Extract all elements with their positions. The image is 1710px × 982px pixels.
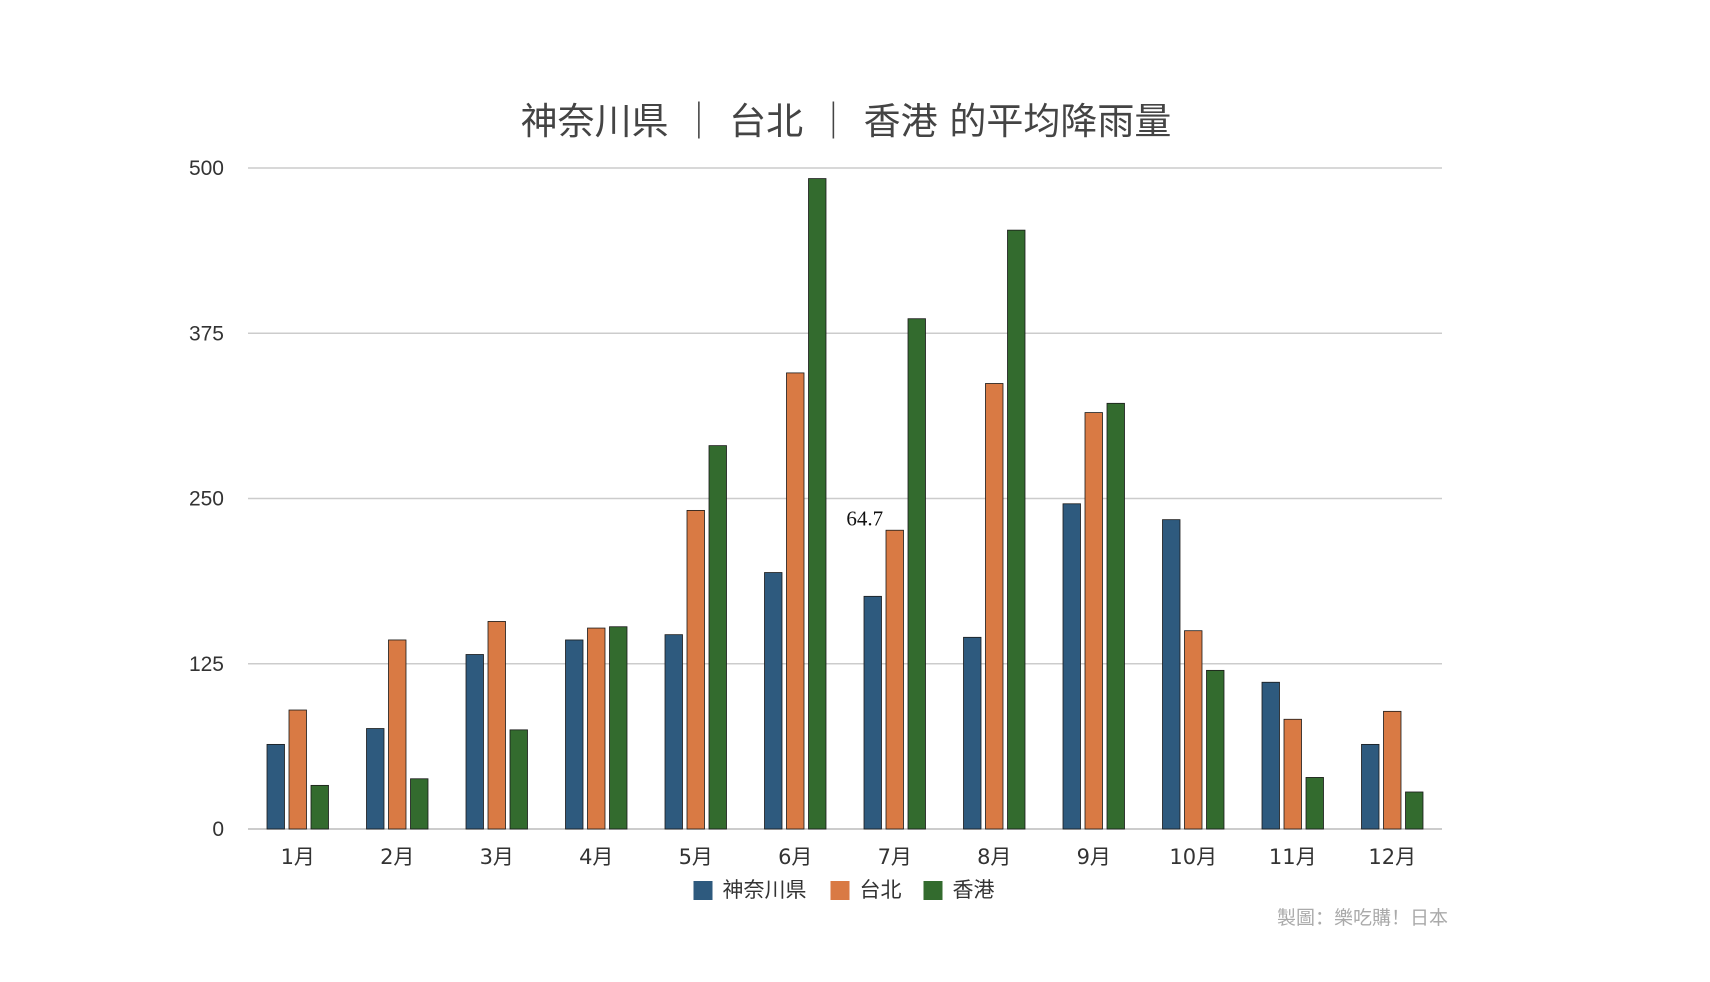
- bar: [1007, 229, 1026, 830]
- bar: [786, 372, 805, 830]
- x-axis-ticks: 1月 2月 3月 4月 5月 6月 7月 8月 9月 10月 11月 12月: [281, 845, 1417, 869]
- legend: 神奈川県 台北 香港: [693, 878, 995, 902]
- bar: [288, 709, 307, 830]
- bar: [388, 639, 407, 830]
- legend-label: 神奈川県: [723, 878, 807, 902]
- bar: [1261, 681, 1280, 830]
- y-tick-label: 125: [189, 653, 224, 676]
- bar: [1383, 710, 1402, 830]
- x-tick-label: 7月: [878, 845, 912, 869]
- bar: [764, 572, 783, 830]
- bar: [1184, 630, 1203, 830]
- bar: [266, 743, 285, 830]
- y-tick-label: 375: [189, 322, 224, 345]
- chart-credit: 製圖：樂吃購！日本: [1277, 907, 1448, 929]
- x-tick-label: 12月: [1368, 845, 1416, 869]
- x-tick-label: 8月: [977, 845, 1011, 869]
- y-tick-label: 0: [212, 818, 224, 841]
- x-tick-label: 2月: [380, 845, 414, 869]
- bar: [963, 636, 982, 830]
- bar: [587, 627, 606, 830]
- bar: [686, 509, 705, 830]
- legend-label: 台北: [860, 878, 902, 902]
- bar: [907, 318, 926, 830]
- bar: [1361, 743, 1380, 830]
- gridlines: [248, 167, 1442, 830]
- bar: [609, 626, 628, 830]
- x-tick-label: 4月: [579, 845, 613, 869]
- bar: [708, 445, 727, 830]
- bar: [465, 654, 484, 830]
- bar: [808, 178, 827, 830]
- bar: [863, 595, 882, 830]
- bar: [366, 728, 385, 830]
- chart-title: 神奈川県 ｜ 台北 ｜ 香港 的平均降雨量: [521, 100, 1172, 143]
- bar: [1162, 519, 1181, 830]
- bar: [885, 529, 904, 830]
- legend-label: 香港: [953, 878, 995, 902]
- bar: [985, 383, 1004, 830]
- x-tick-label: 3月: [480, 845, 514, 869]
- bar: [1062, 503, 1081, 830]
- bar: [1305, 777, 1324, 830]
- x-tick-label: 6月: [778, 845, 812, 869]
- bar: [664, 634, 683, 830]
- y-axis-ticks: 0 125 250 375 500: [189, 157, 224, 841]
- bar: [410, 778, 429, 830]
- bar: [1405, 791, 1424, 830]
- legend-swatch: [693, 881, 713, 900]
- x-tick-label: 5月: [679, 845, 713, 869]
- bar: [1283, 718, 1302, 830]
- legend-swatch: [923, 881, 943, 900]
- y-tick-label: 250: [189, 488, 224, 511]
- x-tick-label: 11月: [1269, 845, 1317, 869]
- bar: [509, 729, 528, 830]
- bar: [565, 639, 584, 830]
- bar: [310, 784, 329, 830]
- legend-swatch: [830, 881, 850, 900]
- data-annotation: 64.7: [846, 506, 883, 530]
- x-tick-label: 10月: [1169, 845, 1217, 869]
- bar: [1206, 669, 1225, 830]
- bar: [1084, 412, 1103, 830]
- bars: [266, 178, 1424, 830]
- y-tick-label: 500: [189, 157, 224, 180]
- x-tick-label: 9月: [1077, 845, 1111, 869]
- bar: [1106, 402, 1125, 830]
- x-tick-label: 1月: [281, 845, 315, 869]
- bar: [487, 621, 506, 830]
